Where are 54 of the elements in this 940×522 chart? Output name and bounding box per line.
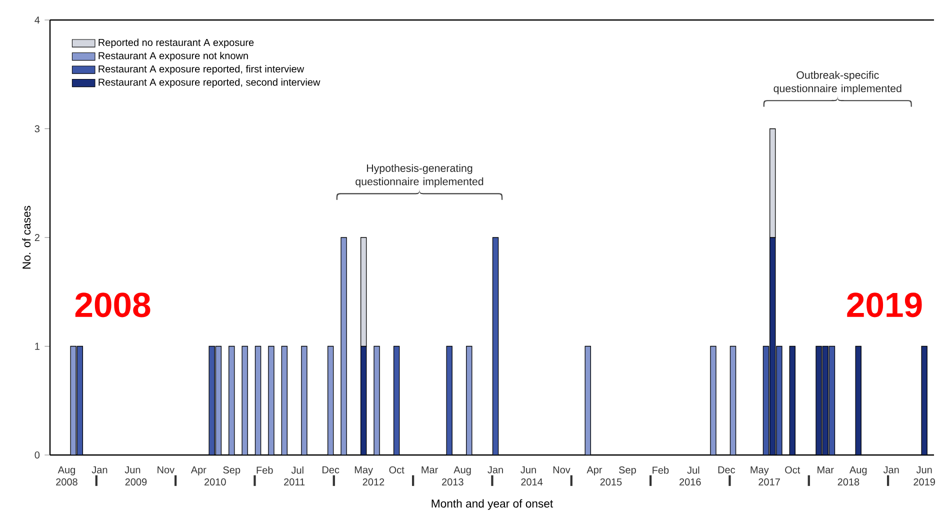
- y-tick-label: 3: [34, 125, 40, 132]
- annotation: Outbreak-specific questionnaire implemented: [774, 71, 902, 94]
- x-tick-label: Mar: [818, 466, 834, 474]
- x-tick-label: Aug: [849, 466, 867, 476]
- x2-tick-label: 2019: [914, 478, 935, 486]
- x2-tick-label: 2009: [125, 478, 147, 486]
- x-tick-label: Jun: [916, 466, 932, 474]
- annotation: Hypothesis-generating questionnaire implemented: [356, 164, 484, 188]
- x-tick-label: Jun: [124, 466, 140, 474]
- x-tick-label: Jun: [520, 466, 536, 474]
- x-tick-label: May: [750, 466, 769, 476]
- x-tick-label: Dec: [718, 466, 736, 474]
- x-tick-label: May: [354, 466, 373, 476]
- x2-tick-label: 2018: [838, 478, 860, 486]
- x-tick-label: Sep: [619, 466, 636, 476]
- x-axis-title: Month and year of onset: [432, 499, 554, 510]
- x-tick-label: Nov: [553, 466, 570, 474]
- x-tick-label: Apr: [190, 466, 206, 476]
- x-tick-label: Feb: [256, 466, 273, 474]
- x2-tick-label: 2014: [521, 478, 543, 486]
- legend-label: Restaurant A exposure reported, first interview: [98, 65, 304, 74]
- x-tick-label: Mar: [422, 466, 438, 474]
- x-tick-label: Dec: [322, 466, 340, 474]
- legend-label: Restaurant A exposure not known: [98, 52, 248, 62]
- x-tick-label: Sep: [223, 466, 240, 476]
- y-axis-title: No. of cases: [22, 206, 31, 269]
- annotation: 2019: [847, 292, 922, 318]
- x2-tick-label: 2013: [442, 478, 464, 486]
- x2-tick-label: 2011: [284, 478, 305, 486]
- x2-tick-label: 2008: [56, 478, 78, 486]
- x-tick-label: Aug: [58, 466, 75, 476]
- x-tick-label: Jan: [883, 466, 899, 474]
- y-tick-label: 1: [35, 342, 40, 350]
- x-tick-label: Jan: [92, 466, 108, 474]
- legend-label: Restaurant A exposure reported, second interview: [98, 78, 320, 88]
- x-tick-label: Aug: [454, 466, 471, 476]
- x-tick-label: Apr: [586, 466, 602, 476]
- x-tick-label: Jul: [291, 466, 304, 474]
- x-tick-label: Jan: [488, 466, 503, 474]
- y-tick-label: 4: [34, 16, 40, 24]
- x2-tick-label: 2017: [758, 478, 780, 486]
- x2-tick-label: 2012: [362, 478, 384, 486]
- x-tick-label: Jul: [687, 466, 700, 474]
- x2-tick-label: 2010: [204, 478, 226, 486]
- legend-label: Reported no restaurant A exposure: [98, 38, 254, 48]
- x2-tick-label: 2015: [600, 478, 622, 486]
- x-tick-label: Oct: [785, 466, 800, 474]
- y-tick-label: 2: [34, 234, 40, 241]
- x-tick-label: Feb: [652, 466, 669, 474]
- annotation: 2008: [75, 292, 150, 318]
- y-tick-label: 0: [34, 451, 40, 459]
- x-tick-label: Nov: [158, 466, 175, 474]
- x-tick-label: Oct: [389, 466, 404, 474]
- x2-tick-label: 2016: [680, 478, 701, 486]
